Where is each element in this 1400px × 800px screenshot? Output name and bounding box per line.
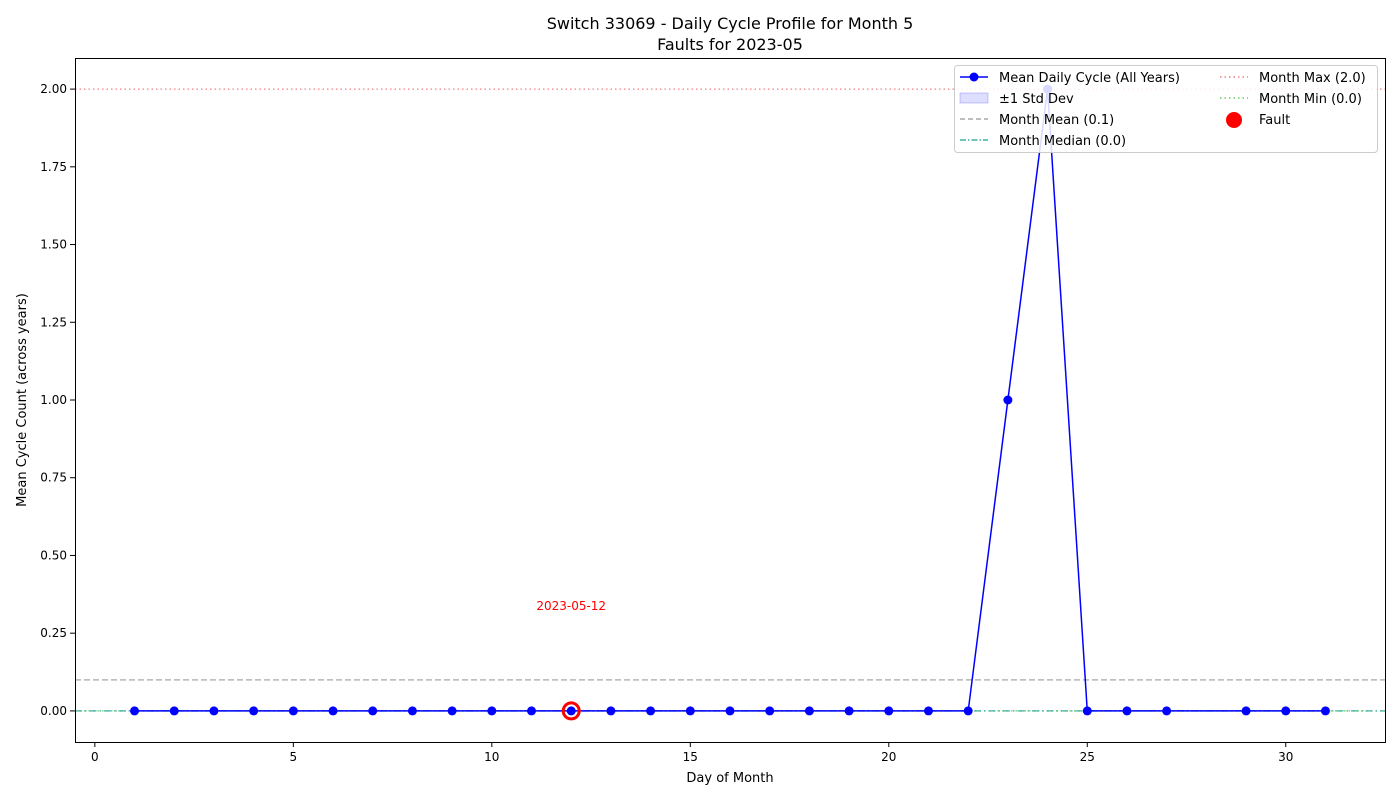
data-point-day-7 <box>368 706 378 716</box>
data-point-day-16 <box>725 706 735 716</box>
data-point-day-10 <box>487 706 497 716</box>
legend-marker-fault <box>1226 112 1242 128</box>
x-tick-label: 20 <box>881 750 896 764</box>
data-point-day-19 <box>844 706 854 716</box>
data-point-day-29 <box>1241 706 1251 716</box>
legend-label-month-min: Month Min (0.0) <box>1259 92 1362 107</box>
y-tick-label: 1.75 <box>40 160 67 174</box>
plot-area: 2023-05-12 <box>75 84 1385 721</box>
data-point-day-13 <box>606 706 616 716</box>
y-tick-label: 1.50 <box>40 238 67 252</box>
y-axis-label: Mean Cycle Count (across years) <box>15 293 30 507</box>
y-tick-label: 2.00 <box>40 82 67 96</box>
data-point-day-5 <box>288 706 298 716</box>
legend-marker-mean-daily <box>969 72 979 82</box>
chart-title: Switch 33069 - Daily Cycle Profile for M… <box>547 14 914 33</box>
data-point-day-11 <box>527 706 537 716</box>
legend-label-mean-daily: Mean Daily Cycle (All Years) <box>999 71 1180 86</box>
y-tick-label: 0.75 <box>40 471 67 485</box>
series-line-0 <box>134 88 1326 712</box>
data-point-day-21 <box>923 706 933 716</box>
x-tick-label: 15 <box>683 750 698 764</box>
data-point-day-1 <box>130 706 140 716</box>
data-point-day-8 <box>407 706 417 716</box>
data-point-day-3 <box>209 706 219 716</box>
plot-frame <box>75 58 1386 743</box>
data-point-day-26 <box>1122 706 1132 716</box>
data-point-day-22 <box>963 706 973 716</box>
x-tick-label: 5 <box>290 750 298 764</box>
data-point-day-25 <box>1082 706 1092 716</box>
data-point-day-31 <box>1320 706 1330 716</box>
data-point-day-30 <box>1281 706 1291 716</box>
legend-box <box>954 65 1378 153</box>
legend-label-month-median: Month Median (0.0) <box>999 134 1126 149</box>
data-point-day-15 <box>685 706 695 716</box>
data-point-day-18 <box>804 706 814 716</box>
legend-label-std-dev: ±1 Std Dev <box>999 92 1074 107</box>
fault-marker <box>561 701 581 721</box>
y-tick-label: 0.25 <box>40 626 67 640</box>
data-point-day-12 <box>566 706 576 716</box>
chart-subtitle: Faults for 2023-05 <box>657 35 803 54</box>
x-tick-label: 0 <box>91 750 99 764</box>
legend: Mean Daily Cycle (All Years) ±1 Std Dev … <box>954 65 1378 153</box>
data-point-day-4 <box>249 706 259 716</box>
data-point-day-20 <box>884 706 894 716</box>
x-tick-label: 10 <box>484 750 499 764</box>
data-point-day-6 <box>328 706 338 716</box>
data-point-day-14 <box>646 706 656 716</box>
y-axis: 0.00 0.25 0.50 0.75 1.00 1.25 1.50 1.75 2.00 <box>40 82 75 718</box>
legend-label-month-mean: Month Mean (0.1) <box>999 113 1114 128</box>
fault-annotation: 2023-05-12 <box>536 599 606 613</box>
data-point-day-17 <box>765 706 775 716</box>
y-tick-label: 1.25 <box>40 315 67 329</box>
x-axis-label: Day of Month <box>686 771 773 786</box>
legend-label-month-max: Month Max (2.0) <box>1259 71 1366 86</box>
x-tick-label: 30 <box>1278 750 1293 764</box>
y-tick-label: 0.00 <box>40 704 67 718</box>
y-tick-label: 0.50 <box>40 548 67 562</box>
data-point-day-2 <box>169 706 179 716</box>
legend-label-fault: Fault <box>1259 113 1290 128</box>
x-axis: 0 5 10 15 20 25 30 <box>91 742 1293 764</box>
y-tick-label: 1.00 <box>40 393 67 407</box>
x-tick-label: 25 <box>1080 750 1095 764</box>
data-point-day-27 <box>1162 706 1172 716</box>
legend-swatch-std-dev <box>959 92 989 104</box>
data-point-day-9 <box>447 706 457 716</box>
data-point-day-23 <box>1003 395 1013 405</box>
